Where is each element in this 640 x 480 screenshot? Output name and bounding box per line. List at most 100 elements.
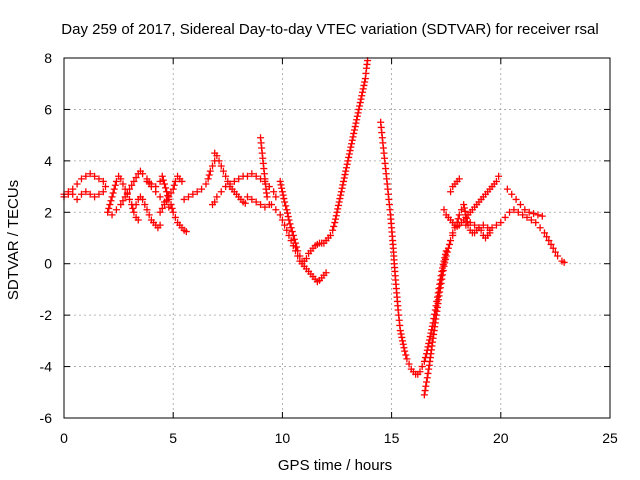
data-point (525, 208, 533, 216)
data-point (73, 195, 81, 203)
data-point (86, 190, 94, 198)
data-point (503, 185, 511, 193)
data-point (344, 157, 352, 165)
data-point (202, 180, 210, 188)
data-point (436, 276, 444, 284)
series-seg1 (60, 170, 109, 203)
data-point (284, 213, 292, 221)
data-point (132, 174, 140, 182)
data-point (158, 204, 166, 212)
data-point (495, 172, 503, 180)
data-point (117, 175, 125, 183)
data-point (112, 177, 120, 185)
data-point (399, 340, 407, 348)
data-point (479, 221, 487, 229)
data-point (108, 193, 116, 201)
data-point (441, 259, 449, 267)
data-point (111, 181, 119, 189)
data-point (455, 211, 463, 219)
data-point (222, 172, 230, 180)
data-point (356, 102, 364, 110)
data-point (512, 195, 520, 203)
series-seg6 (156, 172, 186, 216)
data-point (107, 197, 115, 205)
data-point (77, 190, 85, 198)
data-point (95, 190, 103, 198)
data-point (163, 188, 171, 196)
data-point (342, 167, 350, 175)
data-point (466, 219, 474, 227)
data-point (104, 208, 112, 216)
data-point (278, 216, 286, 224)
data-point (129, 204, 137, 212)
data-points (60, 57, 568, 399)
data-point (471, 221, 479, 229)
data-point (440, 262, 448, 270)
data-point (398, 333, 406, 341)
data-point (215, 157, 223, 165)
data-point (73, 180, 81, 188)
data-point (213, 152, 221, 160)
data-point (332, 215, 340, 223)
data-point (441, 255, 449, 263)
data-point (147, 180, 155, 188)
series-seg11 (257, 134, 271, 201)
data-point (460, 204, 468, 212)
grid-lines (64, 58, 610, 418)
data-point (444, 244, 452, 252)
data-point (168, 204, 176, 212)
data-point (521, 206, 529, 214)
data-point (434, 289, 442, 297)
x-tick-label: 5 (169, 430, 177, 446)
data-point (184, 193, 192, 201)
plot-border (63, 57, 611, 419)
data-point (282, 202, 290, 210)
data-point (290, 235, 298, 243)
data-point (123, 189, 131, 197)
data-point (141, 201, 149, 209)
data-point (443, 248, 451, 256)
data-point (405, 360, 413, 368)
data-point (439, 267, 447, 275)
data-point (418, 363, 426, 371)
data-point (285, 231, 293, 239)
data-point (170, 181, 178, 189)
data-point (540, 229, 548, 237)
data-point (160, 180, 168, 188)
data-point (492, 177, 500, 185)
x-axis-ticks: 0 5 10 15 20 25 (60, 58, 618, 446)
data-point (288, 228, 296, 236)
data-point (339, 181, 347, 189)
data-point (178, 177, 186, 185)
data-point (421, 387, 429, 395)
data-point (514, 208, 522, 216)
data-point (510, 206, 518, 214)
data-point (205, 171, 213, 179)
data-point (436, 284, 444, 292)
data-point (329, 226, 337, 234)
data-point (209, 162, 217, 170)
data-point (109, 189, 117, 197)
data-point (330, 222, 338, 230)
data-point (235, 175, 243, 183)
data-point (340, 177, 348, 185)
data-point (82, 172, 90, 180)
y-tick-label: 0 (44, 256, 52, 272)
data-point (99, 188, 107, 196)
y-tick-label: 4 (44, 153, 52, 169)
data-point (399, 337, 407, 345)
data-point (159, 176, 167, 184)
data-point (453, 219, 461, 227)
x-tick-label: 15 (384, 430, 400, 446)
data-point (222, 183, 230, 191)
data-point (143, 206, 151, 214)
data-point (302, 255, 310, 263)
series-seg17 (447, 175, 463, 196)
data-point (211, 198, 219, 206)
data-point (110, 185, 118, 193)
data-point (108, 211, 116, 219)
data-point (488, 224, 496, 232)
series-seg4 (132, 193, 164, 232)
data-point (267, 201, 275, 209)
data-point (519, 211, 527, 219)
